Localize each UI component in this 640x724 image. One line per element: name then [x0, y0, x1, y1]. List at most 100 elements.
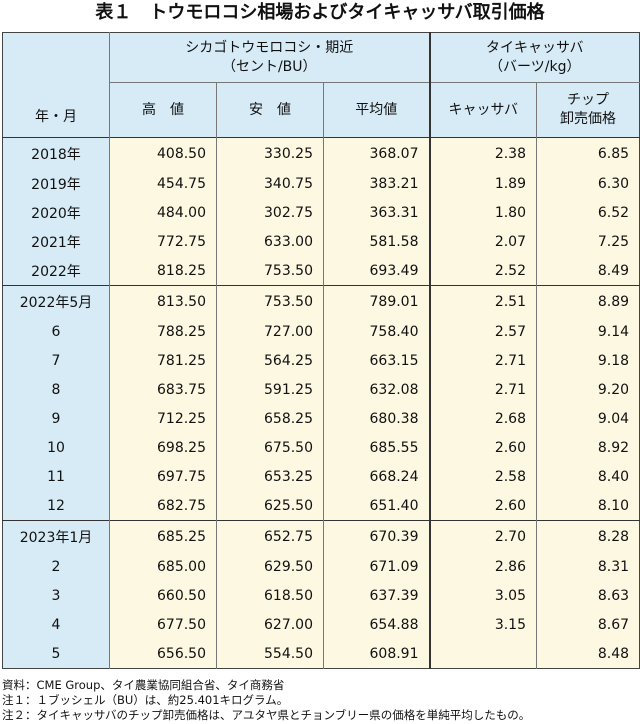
- average-cell: 789.01: [323, 285, 430, 317]
- high-cell: 685.00: [109, 552, 217, 581]
- low-cell: 618.50: [216, 581, 324, 610]
- average-cell: 670.39: [323, 520, 430, 552]
- chip-cell: 6.85: [535, 137, 640, 169]
- table-row: 2023年1月 685.25 652.75 670.39 2.70 8.28: [2, 520, 640, 552]
- average-price-header: 平均値: [323, 82, 430, 138]
- high-cell: 781.25: [109, 346, 217, 375]
- low-cell: 652.75: [216, 520, 324, 552]
- cassava-cell: 2.71: [428, 346, 537, 375]
- high-cell: 683.75: [109, 375, 217, 404]
- high-cell: 818.25: [109, 256, 217, 286]
- high-cell: 697.75: [109, 462, 217, 491]
- chicago-corn-unit: （セント/BU）: [221, 58, 317, 75]
- average-cell: 637.39: [323, 581, 430, 610]
- average-cell: 654.88: [323, 610, 430, 639]
- chicago-corn-group-header: シカゴトウモロコシ・期近 （セント/BU）: [109, 32, 430, 83]
- period-cell: 2: [2, 552, 110, 581]
- chip-cell: 8.28: [535, 520, 640, 552]
- high-cell: 660.50: [109, 581, 217, 610]
- high-cell: 454.75: [109, 169, 217, 198]
- chip-wholesale-header: チップ 卸売価格: [535, 82, 640, 138]
- chip-cell: 8.92: [535, 433, 640, 462]
- period-cell: 2020年: [2, 198, 110, 227]
- period-cell: 4: [2, 610, 110, 639]
- chicago-corn-title: シカゴトウモロコシ・期近: [185, 39, 354, 56]
- high-cell: 408.50: [109, 137, 217, 169]
- period-cell: 2022年5月: [2, 285, 110, 317]
- average-cell: 581.58: [323, 227, 430, 256]
- table-row: 2022年5月 813.50 753.50 789.01 2.51 8.89: [2, 285, 640, 317]
- cassava-cell: 2.68: [428, 404, 537, 433]
- low-cell: 633.00: [216, 227, 324, 256]
- low-cell: 330.25: [216, 137, 324, 169]
- chip-cell: 9.18: [535, 346, 640, 375]
- average-cell: 383.21: [323, 169, 430, 198]
- note-1: 注１：１ブッシェル（BU）は、約25.401キログラム。: [2, 693, 289, 707]
- table-row: 2020年 484.00 302.75 363.31 1.80 6.52: [2, 198, 640, 227]
- table-row: 9 712.25 658.25 680.38 2.68 9.04: [2, 404, 640, 433]
- chip-cell: 9.04: [535, 404, 640, 433]
- low-cell: 627.00: [216, 610, 324, 639]
- average-cell: 632.08: [323, 375, 430, 404]
- period-cell: 8: [2, 375, 110, 404]
- cassava-cell: 2.58: [428, 462, 537, 491]
- average-cell: 663.15: [323, 346, 430, 375]
- average-cell: 651.40: [323, 491, 430, 521]
- chip-cell: 8.89: [535, 285, 640, 317]
- cassava-cell: 1.89: [428, 169, 537, 198]
- table-row: 2019年 454.75 340.75 383.21 1.89 6.30: [2, 169, 640, 198]
- low-cell: 658.25: [216, 404, 324, 433]
- period-cell: 3: [2, 581, 110, 610]
- cassava-cell: 2.60: [428, 491, 537, 521]
- high-cell: 712.25: [109, 404, 217, 433]
- chip-cell: 7.25: [535, 227, 640, 256]
- cassava-cell: 3.15: [428, 610, 537, 639]
- chip-cell: 8.31: [535, 552, 640, 581]
- cassava-cell: [428, 639, 537, 669]
- period-cell: 2022年: [2, 256, 110, 286]
- cassava-cell: 3.05: [428, 581, 537, 610]
- low-cell: 753.50: [216, 285, 324, 317]
- price-table: 年・月 シカゴトウモロコシ・期近 （セント/BU） タイキャッサバ （バーツ/k…: [2, 32, 640, 669]
- low-cell: 554.50: [216, 639, 324, 669]
- table-row: 5 656.50 554.50 608.91 8.48: [2, 639, 640, 669]
- chip-header-line1: チップ: [567, 92, 609, 108]
- cassava-cell: 2.70: [428, 520, 537, 552]
- cassava-cell: 2.38: [428, 137, 537, 169]
- high-cell: 656.50: [109, 639, 217, 669]
- chip-header-line2: 卸売価格: [560, 111, 616, 127]
- high-cell: 813.50: [109, 285, 217, 317]
- period-header: 年・月: [2, 32, 110, 138]
- chip-cell: 9.20: [535, 375, 640, 404]
- chip-cell: 8.63: [535, 581, 640, 610]
- table-row: 7 781.25 564.25 663.15 2.71 9.18: [2, 346, 640, 375]
- high-cell: 685.25: [109, 520, 217, 552]
- average-cell: 693.49: [323, 256, 430, 286]
- note-source: 資料：CME Group、タイ農業協同組合省、タイ商務省: [2, 678, 285, 692]
- low-cell: 727.00: [216, 317, 324, 346]
- cassava-cell: 2.51: [428, 285, 537, 317]
- low-cell: 302.75: [216, 198, 324, 227]
- high-cell: 682.75: [109, 491, 217, 521]
- high-cell: 698.25: [109, 433, 217, 462]
- period-cell: 2023年1月: [2, 520, 110, 552]
- period-cell: 10: [2, 433, 110, 462]
- high-cell: 677.50: [109, 610, 217, 639]
- period-cell: 7: [2, 346, 110, 375]
- chip-cell: 8.40: [535, 462, 640, 491]
- low-price-header: 安 値: [216, 82, 324, 138]
- chip-cell: 6.30: [535, 169, 640, 198]
- cassava-cell: 2.52: [428, 256, 537, 286]
- period-cell: 2021年: [2, 227, 110, 256]
- chip-cell: 8.10: [535, 491, 640, 521]
- table-row: 12 682.75 625.50 651.40 2.60 8.10: [2, 491, 640, 521]
- thai-cassava-unit: （バーツ/kg）: [489, 58, 581, 75]
- cassava-cell: 1.80: [428, 198, 537, 227]
- cassava-cell: 2.57: [428, 317, 537, 346]
- notes: 資料：CME Group、タイ農業協同組合省、タイ商務省 注１：１ブッシェル（B…: [2, 678, 530, 723]
- thai-cassava-title: タイキャッサバ: [486, 39, 584, 56]
- average-cell: 680.38: [323, 404, 430, 433]
- price-table-body: 2018年 408.50 330.25 368.07 2.38 6.85 2019年 454.…: [2, 137, 640, 669]
- thai-cassava-group-header: タイキャッサバ （バーツ/kg）: [428, 32, 640, 83]
- table-title: 表１ トウモロコシ相場およびタイキャッサバ取引価格: [95, 2, 545, 23]
